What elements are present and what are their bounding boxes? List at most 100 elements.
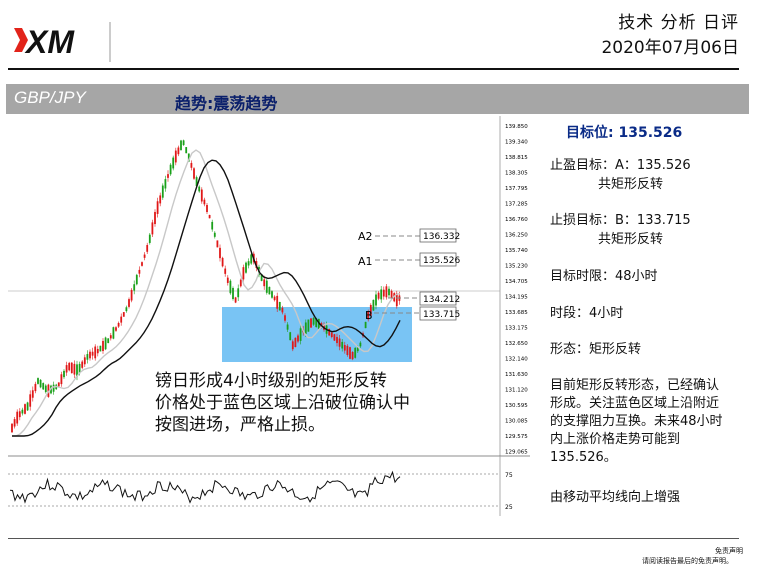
candle-body — [286, 324, 289, 330]
candle-body — [185, 147, 188, 154]
candle-body — [315, 318, 318, 328]
price-tick: 136.760 — [505, 217, 528, 223]
candle-body — [341, 341, 344, 349]
a1-label: A1 — [358, 255, 373, 268]
candle-body — [120, 316, 123, 323]
candle-body — [76, 364, 78, 377]
candle-body — [34, 383, 37, 392]
note-line: 按图进场，严格止损。 — [155, 415, 325, 435]
candle-body — [229, 280, 232, 294]
candle-body — [250, 254, 253, 264]
candle-body — [349, 347, 351, 359]
currency-pair: GBP/JPY — [14, 88, 86, 107]
candle-body — [13, 419, 16, 427]
note-line: 镑日形成4小时级别的矩形反转 — [155, 371, 387, 391]
candle-body — [104, 337, 107, 350]
candle-body — [138, 269, 141, 274]
candle-body — [102, 340, 104, 352]
candle-body — [180, 140, 182, 151]
candle-body — [385, 286, 388, 298]
candle-body — [367, 311, 370, 320]
candle-body — [304, 322, 307, 334]
b-value: 133.715 — [423, 310, 460, 320]
candle-body — [161, 185, 164, 198]
price-tick: 130.085 — [505, 419, 528, 425]
pattern: 形态：矩形反转 — [550, 342, 642, 357]
candle-body — [260, 274, 263, 281]
candle-body — [11, 423, 13, 433]
candle-body — [130, 289, 133, 301]
candle-body — [81, 361, 84, 368]
candle-body — [271, 291, 273, 298]
candle-body — [310, 318, 312, 328]
candle-body — [117, 322, 120, 327]
candle-body — [39, 379, 42, 388]
osc-tick-75: 75 — [505, 472, 513, 479]
candle-body — [167, 174, 169, 178]
timeframe: 时段：4小时 — [550, 306, 624, 321]
price-tick: 133.685 — [505, 310, 528, 316]
chart-note: 镑日形成4小时级别的矩形反转 价格处于蓝色区域上沿破位确认中 按图进场，严格止损… — [155, 370, 410, 436]
target-title: 目标位: 135.526 — [566, 125, 683, 141]
candle-body — [99, 345, 102, 352]
price-tick: 132.140 — [505, 357, 528, 363]
candle-body — [377, 292, 380, 299]
candle-body — [122, 312, 125, 317]
candle-body — [395, 293, 398, 307]
candle-body — [112, 327, 115, 339]
candle-body — [29, 394, 32, 407]
a2-label: A2 — [358, 230, 373, 243]
candle-body — [154, 211, 156, 225]
report-title: 技术 分析 日评 — [618, 13, 739, 33]
candle-body — [372, 299, 375, 311]
candle-body — [208, 214, 211, 219]
price-tick: 139.850 — [505, 124, 528, 130]
stop-loss-note: 共矩形反转 — [598, 232, 664, 247]
candle-body — [128, 299, 130, 307]
candle-body — [159, 195, 162, 204]
candle-body — [65, 365, 68, 373]
candle-body — [107, 338, 110, 344]
candle-body — [21, 409, 24, 414]
candle-body — [169, 164, 172, 175]
candle-body — [338, 338, 341, 347]
candle-body — [224, 268, 227, 274]
candle-body — [164, 179, 167, 189]
title-bar — [6, 84, 749, 114]
candle-body — [182, 140, 185, 146]
candle-body — [31, 390, 34, 398]
candle-body — [18, 411, 21, 418]
candle-body — [356, 347, 359, 352]
candle-body — [351, 352, 354, 360]
candle-body — [291, 341, 294, 350]
candle-body — [245, 262, 247, 273]
candle-body — [146, 245, 149, 252]
candle-body — [94, 346, 97, 359]
moving-average-slow — [12, 159, 401, 437]
price-tick: 134.195 — [505, 295, 528, 301]
footer-divider — [8, 538, 739, 539]
candle-body — [276, 295, 279, 309]
candle-body — [213, 232, 216, 237]
candle-body — [89, 351, 91, 359]
take-profit-note: 共矩形反转 — [598, 177, 664, 192]
price-tick: 130.595 — [505, 403, 528, 409]
candle-body — [203, 199, 206, 205]
rectangle-zone — [222, 307, 412, 362]
candle-body — [68, 362, 71, 371]
candle-body — [390, 290, 393, 299]
note-line: 价格处于蓝色区域上沿破位确认中 — [155, 393, 410, 413]
candle-body — [242, 267, 245, 280]
candle-body — [193, 168, 195, 179]
candle-body — [26, 402, 29, 411]
take-profit: 止盈目标：A：135.526 — [550, 158, 691, 173]
candle-body — [198, 186, 201, 192]
oscillator-line — [9, 470, 401, 504]
price-tick: 131.120 — [505, 388, 528, 394]
candle-body — [346, 345, 349, 355]
candle-body — [174, 150, 177, 163]
disclaimer-text: 请阅读报告最后的免责声明。 — [642, 557, 733, 565]
candle-body — [268, 286, 271, 295]
candle-body — [328, 328, 331, 336]
candle-body — [307, 319, 310, 332]
